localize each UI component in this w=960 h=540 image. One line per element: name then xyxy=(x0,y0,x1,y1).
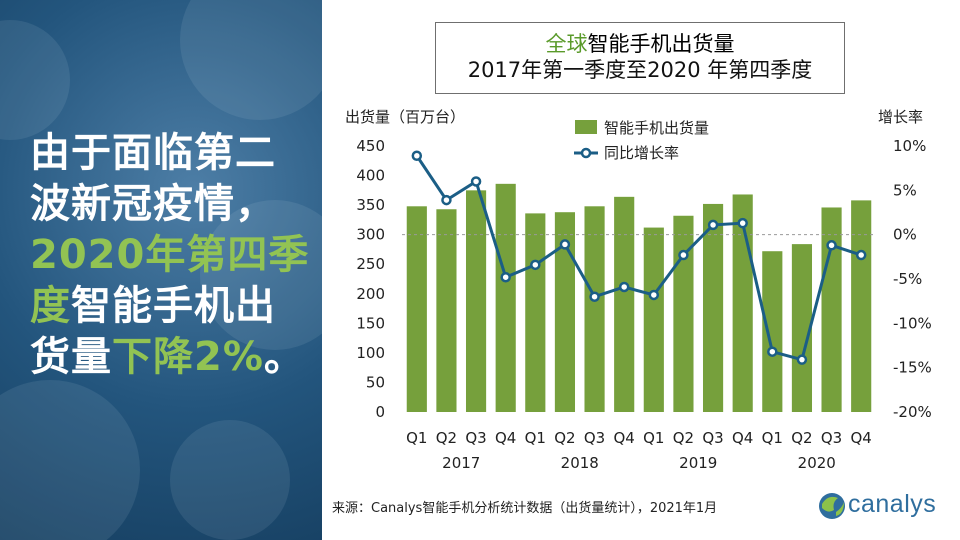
virus-decoration xyxy=(200,200,322,350)
bar xyxy=(554,212,576,412)
headline-part1: 由于面临第二波新冠疫情， xyxy=(30,130,276,227)
legend-line-label: 同比增长率 xyxy=(604,144,679,162)
bar xyxy=(643,227,664,412)
growth-point xyxy=(796,354,808,365)
y-left-tick-label: 0 xyxy=(375,403,385,421)
y-right-tick-label: 10% xyxy=(893,137,926,155)
x-tick-label: Q4 xyxy=(851,429,872,447)
x-tick-label: Q2 xyxy=(436,429,457,447)
y-right-tick-label: -20% xyxy=(893,403,932,421)
growth-line xyxy=(415,154,862,362)
y-left-label: 出货量（百万台） xyxy=(345,108,465,126)
growth-point xyxy=(559,239,571,250)
canalys-logo-icon xyxy=(819,493,845,519)
x-tick-label: Q2 xyxy=(673,429,694,447)
growth-point xyxy=(530,259,541,271)
growth-point xyxy=(707,219,719,231)
legend-line-marker xyxy=(580,147,592,159)
y-left-tick-label: 150 xyxy=(356,314,385,332)
headline-part3: 智能手机出货量 xyxy=(30,283,276,380)
bar xyxy=(465,190,487,412)
headline-part2: 2020年第四季度 xyxy=(30,232,310,329)
chart-title-box: 全球智能手机出货量 2017年第一季度至2020 年第四季度 xyxy=(435,22,845,94)
bar xyxy=(791,244,813,412)
headline-part5: 。 xyxy=(263,334,305,380)
y-right-tick-label: -10% xyxy=(893,314,932,332)
bar xyxy=(436,209,457,412)
growth-point xyxy=(500,271,511,283)
y-right-tick-label: 0% xyxy=(893,226,917,244)
y-right-label: 增长率 xyxy=(878,108,923,126)
x-tick-label: Q3 xyxy=(702,429,723,447)
legend-bar-swatch xyxy=(575,120,597,134)
y-left-tick-label: 250 xyxy=(356,255,385,273)
year-label: 2019 xyxy=(679,454,717,472)
x-tick-label: Q4 xyxy=(495,429,516,447)
x-tick-label: Q3 xyxy=(584,429,605,447)
virus-decoration xyxy=(170,420,290,540)
chart-title-green: 全球 xyxy=(545,32,588,56)
bar xyxy=(851,200,872,412)
growth-point xyxy=(648,289,660,301)
chart-title: 全球智能手机出货量 xyxy=(436,31,844,57)
growth-point xyxy=(767,346,778,357)
bar xyxy=(821,207,842,412)
growth-point xyxy=(589,291,600,302)
y-right-tick-label: -15% xyxy=(893,359,932,377)
chart-title-rest: 智能手机出货量 xyxy=(587,32,735,56)
y-left-tick-label: 300 xyxy=(356,226,385,244)
growth-point xyxy=(470,176,482,187)
y-left-tick-label: 450 xyxy=(356,137,385,155)
left-panel: 由于面临第二波新冠疫情，2020年第四季度智能手机出货量下降2%。 xyxy=(0,0,322,540)
chart-subtitle: 2017年第一季度至2020 年第四季度 xyxy=(467,58,813,82)
bar xyxy=(614,196,635,412)
x-tick-label: Q1 xyxy=(762,429,783,447)
legend-bar-label: 智能手机出货量 xyxy=(604,119,709,137)
x-tick-label: Q1 xyxy=(525,429,546,447)
growth-point xyxy=(737,217,748,229)
year-label: 2020 xyxy=(798,454,836,472)
headline: 由于面临第二波新冠疫情，2020年第四季度智能手机出货量下降2%。 xyxy=(30,128,315,383)
bar xyxy=(406,206,427,412)
bar xyxy=(673,215,694,412)
y-left-tick-label: 200 xyxy=(356,285,385,303)
legend: 智能手机出货量 同比增长率 xyxy=(574,119,709,162)
bar xyxy=(702,203,724,412)
logo-text: canalys xyxy=(848,490,937,518)
y-left-tick-label: 350 xyxy=(356,196,385,214)
bar xyxy=(584,206,605,412)
x-tick-label: Q1 xyxy=(643,429,664,447)
growth-point xyxy=(855,249,867,261)
y-left-tick-label: 400 xyxy=(356,167,385,185)
y-left-tick-label: 50 xyxy=(366,373,385,391)
source-note: 来源：Canalys智能手机分析统计数据（出货量统计），2021年1月 xyxy=(332,501,718,516)
bar xyxy=(525,213,546,412)
growth-point xyxy=(678,249,689,261)
y-right-tick-label: -5% xyxy=(893,270,922,288)
x-tick-label: Q2 xyxy=(554,429,575,447)
growth-point xyxy=(826,240,837,251)
x-tick-label: Q2 xyxy=(791,429,812,447)
x-tick-label: Q3 xyxy=(821,429,842,447)
year-label: 2018 xyxy=(561,454,599,472)
y-left-tick-label: 100 xyxy=(356,344,385,362)
year-label: 2017 xyxy=(442,454,480,472)
x-tick-label: Q3 xyxy=(465,429,486,447)
growth-point xyxy=(411,150,423,162)
bar xyxy=(495,183,516,412)
bar xyxy=(762,251,783,412)
x-tick-label: Q4 xyxy=(614,429,635,447)
y-right-tick-label: 5% xyxy=(893,181,917,199)
headline-part4: 下降2% xyxy=(112,334,264,380)
growth-point xyxy=(618,281,630,293)
x-tick-label: Q4 xyxy=(732,429,753,447)
x-tick-label: Q1 xyxy=(406,429,427,447)
growth-point xyxy=(441,194,452,206)
